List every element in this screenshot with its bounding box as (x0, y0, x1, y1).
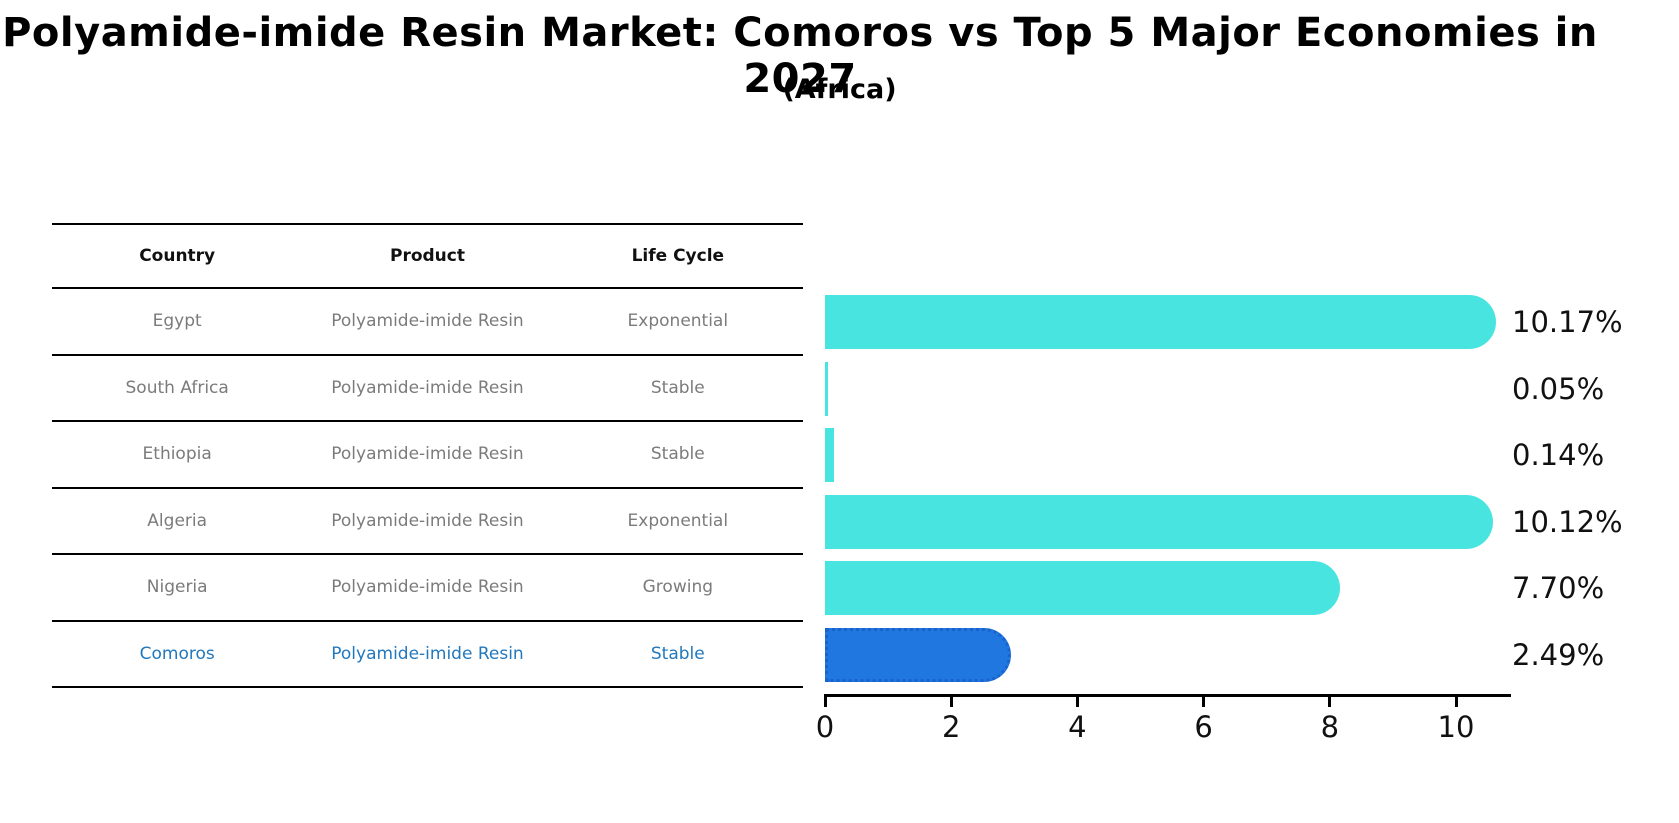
cell-life-cycle: Growing (642, 577, 714, 598)
table-row-ethiopia: Ethiopia Polyamide-imide Resin Stable (52, 422, 803, 489)
cell-country: Egypt (152, 311, 202, 332)
cell-product: Polyamide-imide Resin (331, 444, 524, 465)
x-axis-tick-10 (1454, 694, 1458, 707)
cell-life-cycle: Stable (650, 643, 705, 664)
cell-product: Polyamide-imide Resin (331, 643, 524, 664)
x-axis-tick-label-8: 8 (1320, 710, 1340, 744)
x-axis-tick-label-6: 6 (1194, 710, 1213, 744)
column-header-country: Country (139, 246, 216, 266)
x-axis-tick-label-4: 4 (1068, 710, 1087, 744)
table-row-egypt: Egypt Polyamide-imide Resin Exponential (52, 289, 803, 356)
cell-product: Polyamide-imide Resin (331, 311, 524, 332)
cell-product: Polyamide-imide Resin (331, 577, 524, 598)
x-axis-tick-0 (823, 694, 827, 707)
cell-life-cycle: Exponential (627, 510, 729, 531)
x-axis-tick-6 (1202, 694, 1206, 707)
table-row-nigeria: Nigeria Polyamide-imide Resin Growing (52, 555, 803, 622)
value-label-ethiopia: 0.14% (1512, 438, 1605, 472)
x-axis-tick-label-2: 2 (941, 710, 961, 744)
value-label-comoros: 2.49% (1512, 638, 1605, 672)
cell-life-cycle: Stable (650, 377, 705, 398)
bar-south-africa (825, 362, 829, 416)
cell-life-cycle: Exponential (627, 311, 729, 332)
bar-nigeria (825, 561, 1340, 615)
cell-life-cycle: Stable (650, 444, 705, 465)
x-axis-tick-8 (1328, 694, 1332, 707)
cell-country: Comoros (139, 643, 215, 664)
column-header-product: Product (389, 246, 465, 266)
table-row-south-africa: South Africa Polyamide-imide Resin Stable (52, 356, 803, 422)
x-axis-tick-label-10: 10 (1437, 710, 1475, 744)
value-label-algeria: 10.12% (1512, 505, 1623, 539)
x-axis-tick-4 (1075, 694, 1079, 707)
value-label-egypt: 10.17% (1512, 305, 1623, 339)
x-axis-line (825, 694, 1511, 697)
cell-country: South Africa (125, 377, 229, 398)
table-row-algeria: Algeria Polyamide-imide Resin Exponential (52, 489, 803, 555)
x-axis-tick-label-0: 0 (815, 710, 835, 744)
chart-subtitle: (Africa) (782, 74, 897, 105)
cell-country: Nigeria (146, 577, 208, 598)
value-label-nigeria: 7.70% (1512, 571, 1605, 605)
cell-country: Algeria (147, 510, 208, 531)
bar-algeria (825, 495, 1493, 549)
country-table: Country Product Life Cycle Egypt Polyamid… (52, 223, 803, 688)
bar-egypt (825, 295, 1496, 349)
bar-ethiopia (825, 428, 834, 482)
column-header-life-cycle: Life Cycle (631, 246, 725, 266)
bar-comoros (825, 628, 1012, 682)
cell-product: Polyamide-imide Resin (331, 510, 524, 531)
table-row-comoros: Comoros Polyamide-imide Resin Stable (52, 622, 803, 688)
cell-country: Ethiopia (142, 444, 212, 465)
x-axis-tick-2 (949, 694, 953, 707)
table-header-row: Country Product Life Cycle (52, 223, 803, 289)
chart-title: Polyamide-imide Resin Market: Comoros vs… (2, 10, 1598, 102)
value-label-south-africa: 0.05% (1512, 372, 1605, 406)
table-body: Egypt Polyamide-imide Resin Exponential Sou… (52, 289, 803, 688)
cell-product: Polyamide-imide Resin (331, 377, 524, 398)
